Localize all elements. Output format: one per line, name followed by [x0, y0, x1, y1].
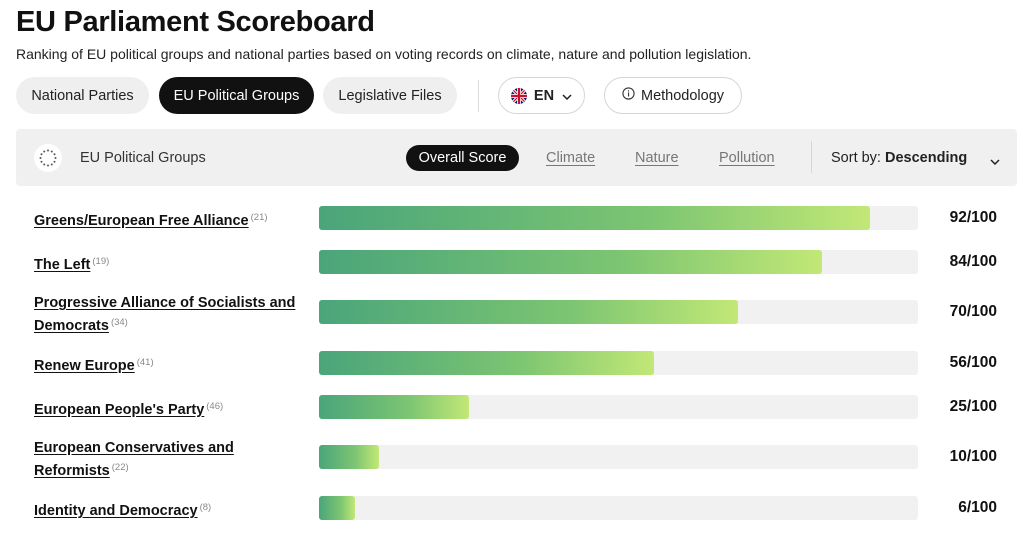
score-bar-fill	[319, 206, 871, 230]
tab-national-parties[interactable]: National Parties	[16, 77, 149, 114]
methodology-button[interactable]: Methodology	[604, 77, 742, 114]
score-value: 92/100	[949, 209, 997, 226]
score-bar-track	[319, 496, 918, 520]
group-name-link[interactable]: The Left	[34, 257, 91, 273]
filter-bar: EU Political Groups Overall Score Climat…	[16, 129, 1017, 186]
group-label[interactable]: Progressive Alliance of Socialists and D…	[34, 293, 304, 336]
sort-value: Descending	[885, 150, 968, 166]
member-count: (21)	[250, 212, 268, 223]
tab-climate[interactable]: Climate	[546, 150, 596, 166]
group-name-link[interactable]: Identity and Democracy	[34, 503, 198, 519]
language-code: EN	[533, 87, 555, 104]
nav-divider	[478, 80, 479, 112]
member-count: (19)	[92, 256, 110, 267]
methodology-label: Methodology	[640, 87, 725, 104]
group-name-link[interactable]: European People's Party	[34, 402, 205, 418]
score-bar-fill	[319, 351, 655, 375]
score-value: 56/100	[949, 354, 997, 371]
score-bar-fill	[319, 496, 355, 520]
group-label[interactable]: European Conservatives and Reformists (22…	[34, 438, 304, 481]
chevron-down-icon	[562, 88, 572, 104]
page-title: EU Parliament Scoreboard	[16, 6, 375, 38]
score-value: 25/100	[949, 398, 997, 415]
tab-overall-score[interactable]: Overall Score	[406, 145, 519, 171]
tab-legislative-files-label: Legislative Files	[338, 87, 442, 104]
tab-overall-score-label: Overall Score	[418, 150, 507, 166]
group-label[interactable]: Identity and Democracy (8)	[34, 498, 304, 521]
tab-pollution[interactable]: Pollution	[719, 150, 775, 166]
sort-chevron-down-icon[interactable]	[990, 152, 1000, 170]
group-label[interactable]: The Left (19)	[34, 252, 304, 275]
group-label[interactable]: Greens/European Free Alliance (21)	[34, 208, 304, 231]
score-bar-track	[319, 250, 918, 274]
group-name-link[interactable]: Renew Europe	[34, 358, 135, 374]
score-value: 6/100	[958, 499, 997, 516]
tab-legislative-files[interactable]: Legislative Files	[323, 77, 457, 114]
uk-flag-icon	[510, 87, 527, 104]
filter-divider	[811, 141, 812, 173]
tab-national-parties-label: National Parties	[31, 87, 134, 104]
filter-label: EU Political Groups	[80, 150, 206, 166]
sort-label: Sort by:	[831, 150, 881, 166]
score-value: 10/100	[949, 448, 997, 465]
score-value: 70/100	[949, 303, 997, 320]
member-count: (41)	[136, 357, 154, 368]
score-bar-fill	[319, 395, 469, 419]
group-label[interactable]: Renew Europe (41)	[34, 353, 304, 376]
score-value: 84/100	[949, 253, 997, 270]
language-selector[interactable]: EN	[498, 77, 585, 114]
member-count: (8)	[199, 502, 212, 513]
score-bar-fill	[319, 300, 739, 324]
score-bar-fill	[319, 445, 379, 469]
score-bar-track	[319, 351, 918, 375]
sort-dropdown[interactable]: Sort by: Descending	[831, 150, 967, 166]
member-count: (34)	[110, 317, 128, 328]
eu-stars-icon	[34, 144, 62, 172]
tab-nature[interactable]: Nature	[635, 150, 679, 166]
member-count: (46)	[206, 401, 224, 412]
page-subtitle: Ranking of EU political groups and natio…	[16, 46, 752, 62]
info-icon	[622, 87, 635, 104]
score-bar-track	[319, 206, 918, 230]
member-count: (22)	[111, 462, 129, 473]
group-name-link[interactable]: Progressive Alliance of Socialists and D…	[34, 295, 296, 334]
tab-eu-political-groups[interactable]: EU Political Groups	[159, 77, 314, 114]
score-bar-fill	[319, 250, 823, 274]
score-bar-track	[319, 445, 918, 469]
score-bar-track	[319, 395, 918, 419]
tab-eu-political-groups-label: EU Political Groups	[173, 87, 300, 104]
group-name-link[interactable]: European Conservatives and Reformists	[34, 440, 234, 479]
group-label[interactable]: European People's Party (46)	[34, 397, 304, 420]
score-bar-track	[319, 300, 918, 324]
group-name-link[interactable]: Greens/European Free Alliance	[34, 213, 249, 229]
